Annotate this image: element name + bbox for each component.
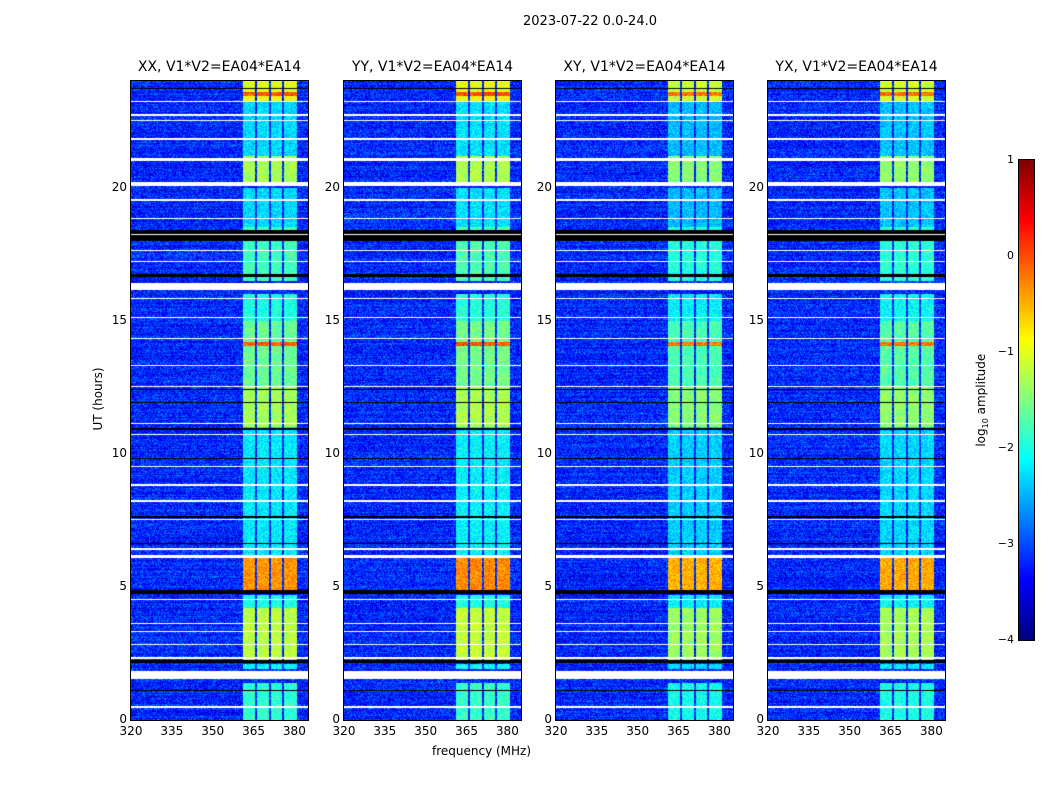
y-tick-label: 5 — [119, 578, 127, 593]
x-tick-label: 320 — [332, 724, 356, 738]
panel-title: YX, V1*V2=EA04*EA14 — [775, 59, 938, 75]
x-tick-label: 335 — [797, 724, 821, 738]
colorbar-label-prefix: log — [973, 428, 988, 447]
y-tick-label: 10 — [748, 445, 764, 460]
x-tick-label: 365 — [879, 724, 902, 738]
y-tick-label: 15 — [536, 312, 552, 327]
spectrogram-panel-yy — [343, 80, 522, 721]
panel-title: XY, V1*V2=EA04*EA14 — [563, 59, 726, 75]
colorbar-tick-label: 1 — [1007, 153, 1014, 166]
panel-title: XX, V1*V2=EA04*EA14 — [137, 59, 302, 75]
x-tick-label: 350 — [201, 724, 225, 738]
colorbar-label-sub: 10 — [981, 418, 991, 429]
x-tick-label: 350 — [626, 724, 650, 738]
figure-title: 2023-07-22 0.0-24.0 — [523, 14, 657, 29]
y-tick-label: 20 — [111, 179, 127, 194]
y-tick-label: 15 — [748, 312, 764, 327]
x-tick-label: 350 — [838, 724, 862, 738]
x-tick-label: 380 — [495, 724, 519, 738]
y-tick-label: 20 — [748, 179, 764, 194]
x-tick-label: 335 — [373, 724, 397, 738]
x-tick-label: 350 — [414, 724, 438, 738]
spectrogram-panel-yx — [767, 80, 946, 721]
x-tick-label: 320 — [119, 724, 143, 738]
colorbar-tick-label: −2 — [997, 441, 1014, 454]
x-tick-label: 365 — [242, 724, 265, 738]
y-tick-label: 15 — [111, 312, 127, 327]
y-tick-label: 15 — [324, 312, 340, 327]
x-tick-label: 380 — [919, 724, 943, 738]
colorbar — [1018, 159, 1035, 641]
x-tick-label: 320 — [544, 724, 568, 738]
x-tick-label: 320 — [756, 724, 780, 738]
y-tick-label: 5 — [544, 578, 552, 593]
y-tick-label: 0 — [119, 712, 127, 726]
y-tick-label: 20 — [536, 179, 552, 194]
colorbar-tick-label: −4 — [997, 633, 1014, 646]
colorbar-tick-label: 0 — [1007, 249, 1014, 262]
heatmap-cells — [768, 81, 945, 720]
x-axis-label: frequency (MHz) — [432, 744, 532, 758]
y-axis-label: UT (hours) — [91, 367, 105, 431]
colorbar-tick-label: −1 — [997, 345, 1014, 358]
y-tick-label: 10 — [324, 445, 340, 460]
y-tick-label: 5 — [332, 578, 340, 593]
y-tick-label: 20 — [324, 179, 340, 194]
x-tick-label: 365 — [455, 724, 478, 738]
heatmap-cells — [131, 81, 308, 720]
colorbar-label-suffix: amplitude — [973, 353, 988, 419]
spectrogram-panel-xx — [130, 80, 309, 721]
y-tick-label: 0 — [332, 712, 340, 726]
heatmap-cells — [556, 81, 733, 720]
y-tick-label: 5 — [756, 578, 764, 593]
panel-title: YY, V1*V2=EA04*EA14 — [351, 59, 514, 75]
y-tick-label: 0 — [544, 712, 552, 726]
y-tick-label: 0 — [756, 712, 764, 726]
colorbar-label: log10 amplitude — [974, 340, 990, 460]
y-tick-label: 10 — [536, 445, 552, 460]
x-tick-label: 380 — [707, 724, 731, 738]
x-tick-label: 335 — [585, 724, 609, 738]
x-tick-label: 335 — [160, 724, 184, 738]
x-tick-label: 380 — [282, 724, 306, 738]
spectrogram-panel-xy — [555, 80, 734, 721]
colorbar-tick-label: −3 — [997, 537, 1014, 550]
heatmap-cells — [344, 81, 521, 720]
x-tick-label: 365 — [667, 724, 690, 738]
y-tick-label: 10 — [111, 445, 127, 460]
